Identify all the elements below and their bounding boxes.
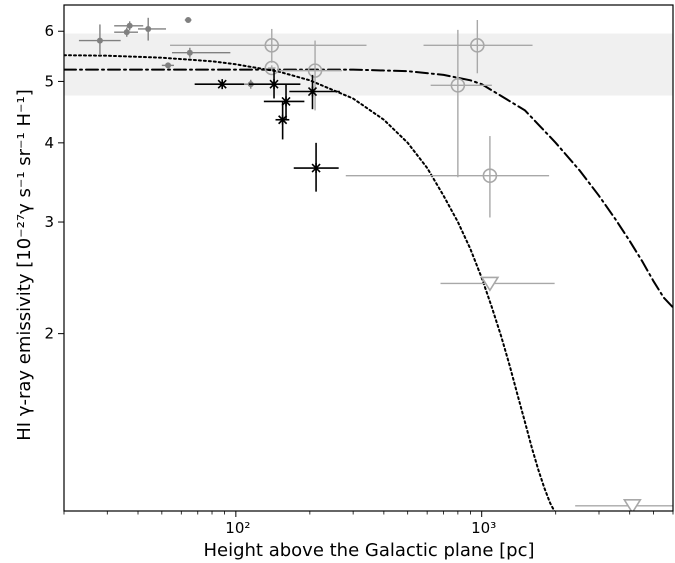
data-point-cross	[263, 84, 305, 120]
y-tick-label: 2	[44, 325, 54, 343]
star-marker	[217, 79, 227, 90]
data-point-cross	[293, 142, 339, 192]
star-marker	[311, 163, 321, 174]
open-circle-marker	[264, 60, 280, 76]
x-axis-label: Height above the Galactic plane [pc]	[203, 540, 534, 561]
model-curve-dotted	[64, 54, 556, 511]
open-circle-marker	[307, 63, 323, 78]
data-point-open-circle	[423, 19, 533, 74]
data-point-dot	[172, 47, 231, 58]
dot-marker	[165, 62, 172, 69]
data-point-open-circle	[345, 136, 550, 218]
y-tick-label: 3	[44, 213, 54, 231]
triangle-marker	[622, 499, 642, 511]
data-point-open-triangle-down	[440, 276, 555, 292]
x-tick-label: 10²	[225, 519, 250, 537]
dot-marker	[96, 37, 103, 44]
y-axis-label: HI γ-ray emissivity [10⁻²⁷γ s⁻¹ sr⁻¹ H⁻¹…	[14, 89, 35, 441]
open-circle-marker	[264, 38, 280, 53]
y-tick-label: 4	[44, 134, 54, 152]
model-curve-dashdot	[64, 68, 673, 309]
band-layer	[64, 33, 673, 96]
star-marker	[269, 79, 279, 90]
x-tick-label: 10³	[471, 519, 496, 537]
open-circle-marker	[482, 168, 498, 183]
data-point-cross	[275, 101, 290, 140]
data-point-cross	[194, 79, 245, 90]
dot-marker	[123, 29, 130, 36]
data-point-open-circle	[279, 40, 342, 111]
dot-marker	[145, 25, 152, 32]
axes-layer: 10² 10³ 2 3 4 5 6	[44, 4, 674, 537]
y-tick-label: 5	[44, 72, 54, 90]
reference-band	[64, 33, 673, 96]
open-circle-marker	[450, 78, 466, 93]
y-tick-label: 6	[44, 22, 54, 40]
open-circle-marker	[470, 38, 485, 53]
data-point-cross	[248, 70, 301, 99]
data-point-dot	[138, 17, 167, 41]
data-point-open-circle	[430, 29, 492, 178]
dot-marker	[186, 49, 193, 56]
star-marker	[278, 114, 288, 125]
plot-frame	[63, 4, 674, 512]
points-layer	[78, 16, 673, 511]
data-point-open-triangle-down	[575, 499, 673, 511]
data-point-dot	[114, 27, 139, 37]
data-point-dot	[161, 62, 174, 69]
triangle-marker	[480, 276, 500, 292]
dot-marker	[185, 16, 192, 23]
data-point-dot	[184, 16, 192, 23]
dot-marker	[126, 22, 133, 29]
star-marker	[307, 86, 318, 97]
data-point-open-circle	[170, 28, 367, 63]
curves-layer	[64, 54, 673, 511]
data-point-cross	[289, 74, 340, 110]
data-point-dot	[114, 21, 144, 31]
data-point-dot	[78, 24, 121, 56]
data-point-open-circle	[264, 60, 280, 76]
